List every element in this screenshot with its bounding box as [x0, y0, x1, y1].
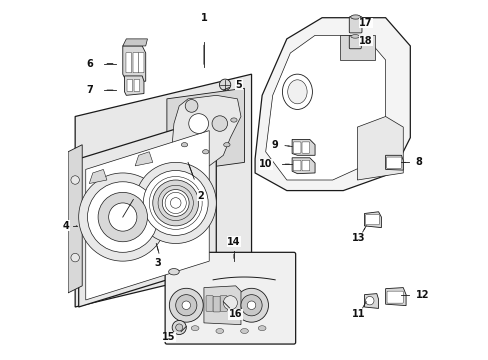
Circle shape	[365, 296, 373, 305]
FancyBboxPatch shape	[386, 291, 403, 303]
Polygon shape	[339, 35, 374, 60]
Text: 15: 15	[162, 332, 175, 342]
FancyBboxPatch shape	[302, 142, 309, 153]
Text: 17: 17	[358, 18, 372, 28]
Ellipse shape	[240, 329, 248, 333]
Polygon shape	[385, 288, 405, 306]
Circle shape	[108, 203, 137, 231]
FancyBboxPatch shape	[213, 296, 220, 312]
Polygon shape	[364, 212, 381, 228]
FancyBboxPatch shape	[138, 53, 143, 73]
Ellipse shape	[191, 326, 199, 330]
FancyBboxPatch shape	[293, 142, 300, 153]
Circle shape	[241, 294, 262, 316]
FancyBboxPatch shape	[133, 53, 139, 73]
FancyBboxPatch shape	[365, 215, 379, 225]
Text: 6: 6	[86, 59, 93, 68]
Text: 13: 13	[352, 233, 365, 243]
Polygon shape	[291, 158, 314, 174]
Ellipse shape	[230, 118, 237, 122]
Polygon shape	[122, 39, 147, 46]
Text: 12: 12	[415, 290, 428, 300]
Ellipse shape	[216, 329, 223, 333]
Circle shape	[135, 162, 216, 243]
FancyBboxPatch shape	[293, 160, 300, 171]
Polygon shape	[68, 145, 82, 293]
Polygon shape	[364, 294, 378, 309]
Text: 4: 4	[63, 221, 70, 231]
Circle shape	[188, 114, 208, 134]
FancyBboxPatch shape	[205, 296, 213, 311]
FancyBboxPatch shape	[348, 17, 361, 33]
Text: 11: 11	[352, 309, 365, 319]
Circle shape	[98, 192, 147, 242]
Circle shape	[234, 288, 268, 322]
Circle shape	[182, 301, 190, 310]
Ellipse shape	[181, 143, 187, 147]
Text: 16: 16	[228, 309, 242, 319]
Polygon shape	[75, 74, 251, 307]
Polygon shape	[85, 131, 209, 300]
Circle shape	[247, 301, 255, 310]
Text: 3: 3	[155, 258, 161, 268]
Polygon shape	[265, 35, 385, 180]
FancyBboxPatch shape	[126, 53, 131, 73]
Ellipse shape	[350, 15, 360, 19]
Ellipse shape	[287, 80, 306, 104]
Circle shape	[79, 173, 166, 261]
Circle shape	[87, 182, 158, 252]
Polygon shape	[255, 18, 409, 190]
FancyBboxPatch shape	[165, 252, 295, 344]
Text: 9: 9	[271, 140, 278, 150]
Polygon shape	[122, 46, 145, 81]
Circle shape	[169, 288, 203, 322]
Text: 14: 14	[227, 237, 240, 247]
Circle shape	[143, 171, 208, 235]
Ellipse shape	[202, 150, 208, 154]
FancyBboxPatch shape	[220, 296, 227, 311]
Ellipse shape	[168, 269, 179, 275]
FancyBboxPatch shape	[302, 160, 309, 171]
Circle shape	[71, 253, 79, 262]
Polygon shape	[135, 152, 152, 166]
Text: 18: 18	[358, 36, 372, 46]
Text: 10: 10	[259, 159, 272, 169]
Circle shape	[172, 320, 186, 334]
Circle shape	[175, 294, 197, 316]
Circle shape	[223, 296, 237, 310]
Polygon shape	[203, 286, 241, 325]
Polygon shape	[89, 170, 107, 184]
Circle shape	[152, 180, 198, 226]
Polygon shape	[79, 117, 216, 307]
Circle shape	[71, 176, 79, 184]
Text: 5: 5	[235, 80, 242, 90]
Text: 2: 2	[197, 191, 203, 201]
Ellipse shape	[223, 143, 229, 147]
Circle shape	[175, 324, 183, 331]
FancyBboxPatch shape	[386, 157, 401, 168]
Circle shape	[185, 100, 198, 112]
Polygon shape	[124, 76, 143, 95]
Text: 1: 1	[200, 13, 207, 23]
Polygon shape	[172, 95, 241, 166]
Polygon shape	[166, 88, 244, 173]
Text: 8: 8	[415, 157, 422, 167]
FancyBboxPatch shape	[348, 35, 361, 49]
FancyBboxPatch shape	[134, 80, 140, 91]
Polygon shape	[291, 139, 314, 155]
Circle shape	[212, 116, 227, 131]
Circle shape	[162, 189, 189, 216]
Polygon shape	[357, 117, 403, 180]
Circle shape	[219, 79, 230, 90]
Ellipse shape	[258, 326, 265, 330]
FancyBboxPatch shape	[127, 80, 132, 91]
Ellipse shape	[350, 35, 359, 38]
Ellipse shape	[282, 74, 312, 109]
Text: 7: 7	[86, 85, 93, 95]
Polygon shape	[385, 155, 403, 170]
